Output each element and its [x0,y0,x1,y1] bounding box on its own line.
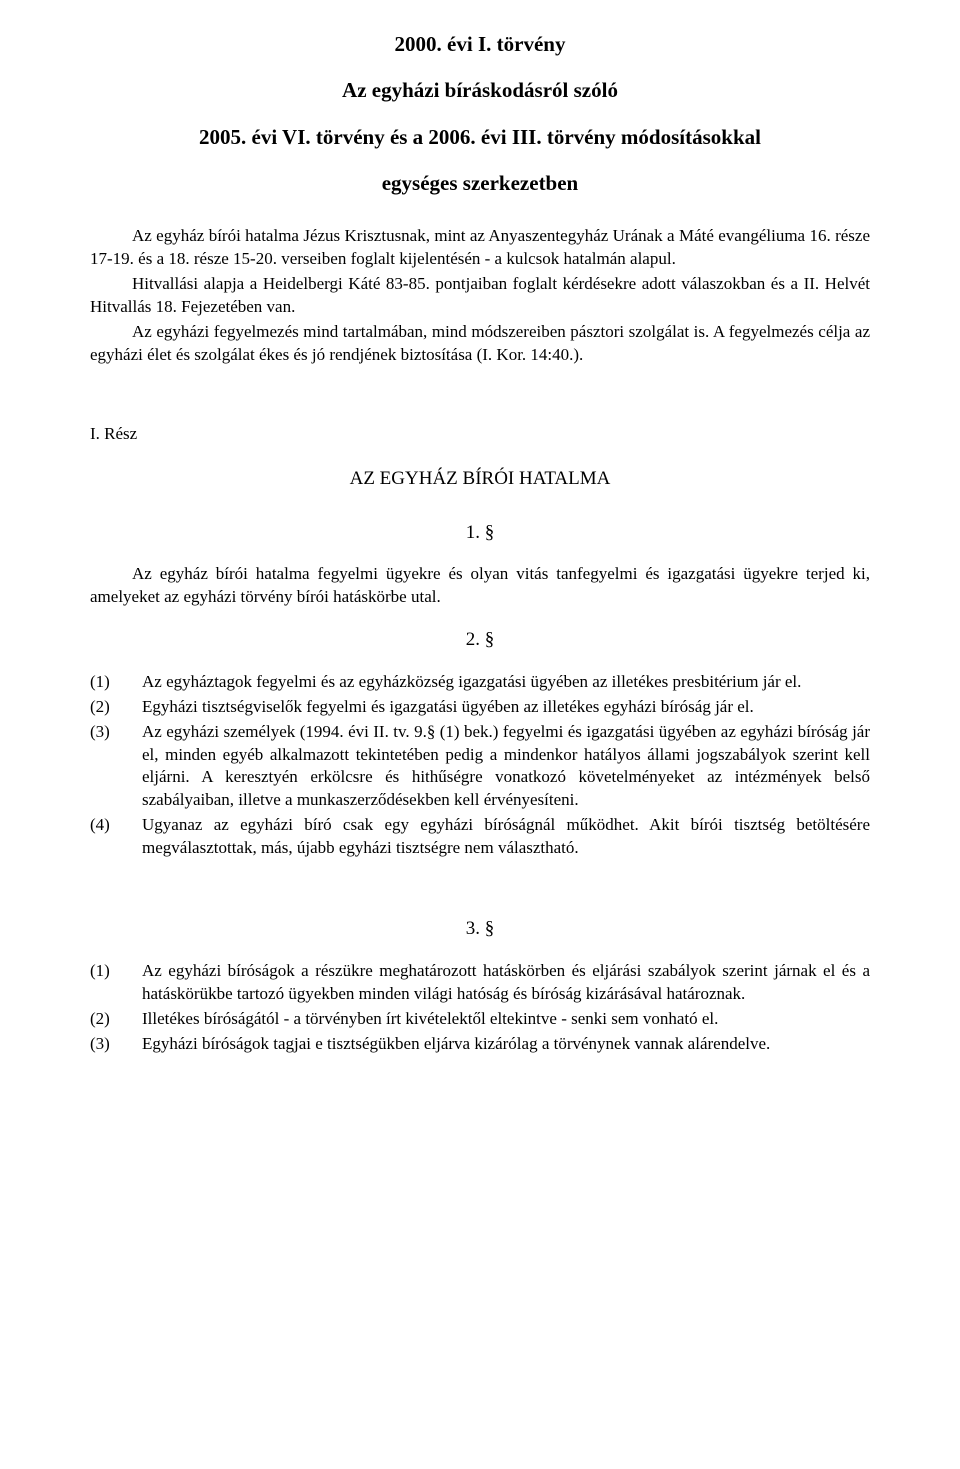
preamble-para-2: Hitvallási alapja a Heidelbergi Káté 83-… [90,273,870,319]
preamble-para-1: Az egyház bírói hatalma Jézus Krisztusna… [90,225,870,271]
item-text: Ugyanaz az egyházi bíró csak egy egyházi… [142,814,870,860]
section-3-list: (1) Az egyházi bíróságok a részükre megh… [90,960,870,1056]
title-line-1: 2000. évi I. törvény [90,30,870,58]
list-item: (1) Az egyházi bíróságok a részükre megh… [90,960,870,1006]
section-1-number: 1. § [90,520,870,546]
item-number: (3) [90,1033,142,1056]
title-line-2: Az egyházi bíráskodásról szóló [90,76,870,104]
list-item: (3) Az egyházi személyek (1994. évi II. … [90,721,870,813]
item-text: Illetékes bíróságától - a törvényben írt… [142,1008,870,1031]
item-number: (2) [90,1008,142,1031]
item-text: Egyházi bíróságok tagjai e tisztségükben… [142,1033,870,1056]
list-item: (1) Az egyháztagok fegyelmi és az egyház… [90,671,870,694]
section-heading: AZ EGYHÁZ BÍRÓI HATALMA [90,466,870,492]
list-item: (4) Ugyanaz az egyházi bíró csak egy egy… [90,814,870,860]
part-label: I. Rész [90,423,870,446]
list-item: (2) Egyházi tisztségviselők fegyelmi és … [90,696,870,719]
section-3-number: 3. § [90,916,870,942]
list-item: (2) Illetékes bíróságától - a törvényben… [90,1008,870,1031]
item-text: Az egyháztagok fegyelmi és az egyházközs… [142,671,870,694]
title-line-3: 2005. évi VI. törvény és a 2006. évi III… [90,123,870,151]
item-number: (4) [90,814,142,860]
item-text: Az egyházi bíróságok a részükre meghatár… [142,960,870,1006]
section-2-number: 2. § [90,627,870,653]
item-text: Az egyházi személyek (1994. évi II. tv. … [142,721,870,813]
title-block: 2000. évi I. törvény Az egyházi bíráskod… [90,30,870,197]
preamble-para-3: Az egyházi fegyelmezés mind tartalmában,… [90,321,870,367]
item-number: (3) [90,721,142,813]
section-2-list: (1) Az egyháztagok fegyelmi és az egyház… [90,671,870,861]
section-1-text: Az egyház bírói hatalma fegyelmi ügyekre… [90,563,870,609]
list-item: (3) Egyházi bíróságok tagjai e tisztségü… [90,1033,870,1056]
item-number: (1) [90,960,142,1006]
item-number: (1) [90,671,142,694]
title-line-4: egységes szerkezetben [90,169,870,197]
item-text: Egyházi tisztségviselők fegyelmi és igaz… [142,696,870,719]
item-number: (2) [90,696,142,719]
